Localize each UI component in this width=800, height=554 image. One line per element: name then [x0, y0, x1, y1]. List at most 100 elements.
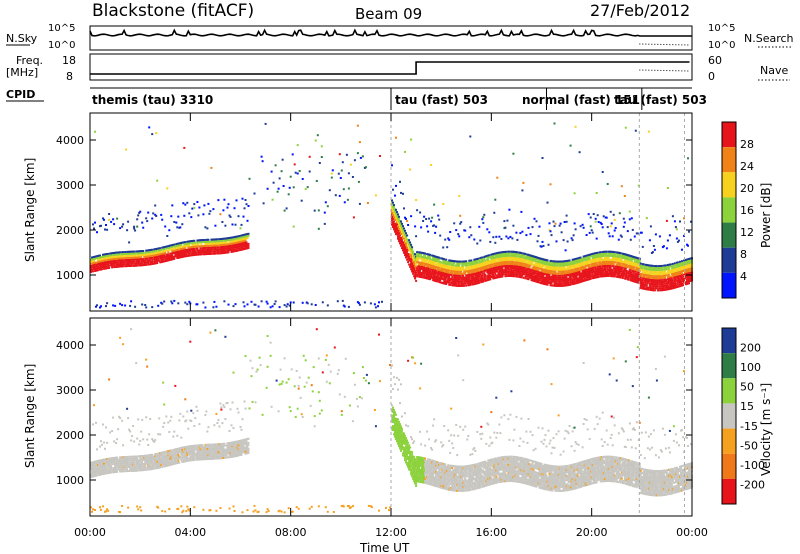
data-cell	[195, 251, 198, 254]
data-cell	[532, 265, 535, 268]
data-cell	[569, 279, 572, 282]
data-cell	[164, 252, 167, 254]
data-cell	[203, 249, 206, 252]
data-cell	[637, 271, 640, 274]
data-cell	[666, 239, 669, 242]
data-cell	[188, 252, 191, 255]
data-cell	[492, 273, 495, 276]
data-cell	[500, 238, 503, 240]
data-cell	[152, 212, 155, 215]
data-cell	[589, 216, 592, 219]
data-cell	[196, 241, 199, 244]
data-cell	[496, 266, 499, 269]
data-cell	[549, 261, 552, 264]
nsky-tick-high: 10^5	[48, 23, 75, 34]
data-cell	[317, 209, 320, 212]
data-cell	[105, 267, 107, 270]
data-cell	[171, 254, 174, 257]
data-cell	[418, 257, 421, 260]
data-cell	[574, 125, 577, 128]
data-cell	[671, 262, 674, 265]
data-cell	[439, 279, 442, 282]
data-cell	[125, 148, 128, 151]
data-cell	[397, 213, 399, 216]
data-cell	[458, 235, 461, 238]
data-cell	[324, 201, 327, 204]
data-cell	[535, 258, 538, 261]
data-cell	[124, 304, 127, 307]
data-cell	[571, 268, 574, 271]
data-cell	[599, 251, 602, 254]
data-cell	[646, 264, 649, 267]
data-cell	[626, 230, 629, 233]
data-cell	[621, 277, 624, 279]
data-cell	[101, 268, 103, 271]
data-cell	[508, 258, 511, 261]
data-cell	[671, 281, 674, 284]
data-cell	[230, 248, 233, 251]
data-cell	[134, 252, 137, 255]
data-cell	[573, 264, 576, 267]
data-cell	[314, 139, 317, 142]
data-cell	[134, 262, 137, 265]
data-cell	[308, 170, 311, 173]
data-cell	[429, 255, 432, 258]
data-cell	[113, 264, 116, 267]
data-cell	[565, 214, 568, 217]
data-cell	[102, 217, 104, 220]
data-cell	[660, 279, 663, 282]
data-cell	[549, 183, 552, 186]
data-cell	[511, 237, 514, 240]
data-cell	[90, 270, 92, 273]
data-cell	[265, 300, 268, 303]
data-cell	[579, 260, 582, 263]
data-cell	[107, 263, 110, 265]
data-cell	[666, 284, 669, 287]
data-cell	[416, 267, 419, 270]
data-cell	[525, 265, 528, 268]
data-cell	[391, 199, 393, 202]
data-cell	[104, 259, 106, 262]
data-cell	[407, 224, 410, 226]
data-cell	[199, 247, 202, 250]
data-cell	[404, 216, 406, 219]
data-cell	[404, 229, 406, 232]
data-cell	[445, 283, 448, 285]
plot-title: Blackstone (fitACF)	[92, 1, 254, 21]
data-cell	[458, 194, 461, 197]
data-cell	[516, 273, 519, 276]
data-cell	[651, 271, 654, 273]
data-cell	[167, 253, 170, 256]
data-cell	[669, 275, 672, 278]
data-cell	[121, 304, 124, 307]
data-cell	[465, 268, 468, 271]
data-cell	[131, 262, 134, 265]
nsky-panel	[89, 25, 693, 51]
data-cell	[566, 265, 569, 268]
data-cell	[274, 300, 277, 303]
data-cell	[144, 259, 147, 262]
data-cell	[618, 272, 621, 275]
data-cell	[683, 217, 685, 220]
data-cell	[646, 278, 649, 281]
data-cell	[254, 303, 257, 306]
data-cell	[363, 301, 366, 304]
data-cell	[247, 246, 250, 249]
data-cell	[406, 250, 409, 253]
data-cell	[520, 210, 523, 213]
data-cell	[687, 157, 689, 160]
data-cell	[202, 301, 205, 304]
data-cell	[459, 260, 462, 263]
data-cell	[364, 166, 367, 169]
data-cell	[498, 272, 501, 274]
data-cell	[405, 234, 407, 237]
data-cell	[442, 203, 445, 205]
data-cell	[470, 259, 473, 262]
data-cell	[278, 306, 281, 309]
data-cell	[619, 276, 622, 279]
data-cell	[496, 268, 499, 271]
data-cell	[226, 206, 229, 209]
data-cell	[326, 205, 329, 208]
data-cell	[168, 229, 171, 232]
